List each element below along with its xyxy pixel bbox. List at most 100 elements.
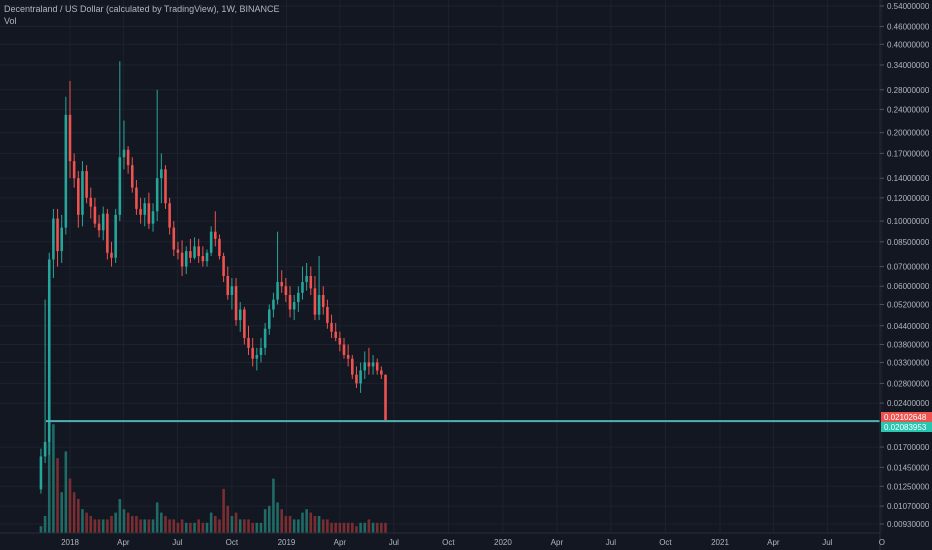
candle-body[interactable] bbox=[81, 171, 84, 215]
candle-body[interactable] bbox=[176, 249, 180, 253]
candle-body[interactable] bbox=[64, 114, 68, 228]
candle-body[interactable] bbox=[247, 337, 250, 348]
candle-body[interactable] bbox=[380, 370, 383, 375]
candle-body[interactable] bbox=[52, 218, 55, 260]
candle-body[interactable] bbox=[251, 347, 254, 359]
volume-bar bbox=[197, 519, 200, 533]
candle-body[interactable] bbox=[234, 286, 238, 321]
candle-body[interactable] bbox=[106, 213, 109, 253]
candle-body[interactable] bbox=[238, 309, 242, 321]
candle-body[interactable] bbox=[209, 231, 213, 253]
candlesticks[interactable] bbox=[39, 61, 387, 494]
candle-body[interactable] bbox=[189, 251, 192, 258]
candle-body[interactable] bbox=[218, 238, 221, 257]
candle-body[interactable] bbox=[375, 362, 379, 371]
candle-body[interactable] bbox=[114, 214, 117, 258]
candle-body[interactable] bbox=[317, 295, 321, 315]
candle-body[interactable] bbox=[297, 292, 300, 303]
candle-body[interactable] bbox=[351, 358, 354, 375]
candle-body[interactable] bbox=[367, 362, 371, 367]
candle-body[interactable] bbox=[280, 282, 284, 287]
candle-body[interactable] bbox=[43, 441, 47, 457]
candle-body[interactable] bbox=[301, 282, 304, 293]
candle-body[interactable] bbox=[205, 252, 209, 262]
time-axis[interactable]: 2018 Apr Jul Oct 2019 Apr Jul Oct 2020 Apr Jul Oct 2… bbox=[61, 538, 885, 547]
candle-body[interactable] bbox=[89, 197, 93, 207]
candle-body[interactable] bbox=[338, 337, 342, 345]
candle-body[interactable] bbox=[359, 370, 362, 384]
candle-body[interactable] bbox=[97, 223, 101, 231]
candle-body[interactable] bbox=[193, 246, 196, 258]
candle-body[interactable] bbox=[68, 114, 72, 162]
candle-body[interactable] bbox=[222, 256, 225, 277]
candle-body[interactable] bbox=[243, 309, 246, 338]
candle-body[interactable] bbox=[118, 157, 122, 215]
y-tick-label: 0.00930000 bbox=[887, 520, 930, 529]
candle-body[interactable] bbox=[371, 362, 375, 367]
candle-body[interactable] bbox=[201, 256, 205, 262]
candle-body[interactable] bbox=[384, 374, 387, 421]
volume-bar bbox=[64, 451, 68, 533]
candle-body[interactable] bbox=[39, 456, 43, 490]
y-tick-label: 0.34000000 bbox=[887, 61, 930, 70]
candle-body[interactable] bbox=[122, 149, 126, 158]
volume-bar bbox=[234, 512, 238, 533]
candle-body[interactable] bbox=[226, 276, 230, 296]
candle-body[interactable] bbox=[363, 362, 367, 371]
volume-bar bbox=[43, 516, 47, 533]
candle-body[interactable] bbox=[143, 203, 147, 215]
candle-body[interactable] bbox=[263, 328, 267, 348]
candle-body[interactable] bbox=[334, 331, 337, 338]
candle-body[interactable] bbox=[267, 309, 271, 329]
candle-body[interactable] bbox=[101, 213, 105, 231]
candle-body[interactable] bbox=[77, 178, 80, 215]
candle-body[interactable] bbox=[184, 251, 188, 267]
candle-body[interactable] bbox=[342, 344, 346, 355]
candle-body[interactable] bbox=[346, 354, 350, 359]
candle-body[interactable] bbox=[276, 282, 279, 300]
candle-body[interactable] bbox=[155, 178, 159, 212]
candle-body[interactable] bbox=[168, 203, 171, 228]
candle-body[interactable] bbox=[172, 227, 176, 250]
candle-body[interactable] bbox=[139, 208, 142, 215]
volume-bar bbox=[214, 516, 217, 533]
candle-body[interactable] bbox=[110, 252, 113, 258]
candle-body[interactable] bbox=[272, 299, 275, 310]
candle-body[interactable] bbox=[259, 347, 263, 355]
candle-body[interactable] bbox=[313, 288, 317, 315]
candle-body[interactable] bbox=[130, 165, 134, 188]
candle-body[interactable] bbox=[135, 187, 138, 209]
candle-body[interactable] bbox=[126, 149, 130, 166]
candle-body[interactable] bbox=[355, 374, 358, 384]
candle-body[interactable] bbox=[160, 169, 163, 179]
candle-body[interactable] bbox=[321, 295, 325, 307]
volume-bar bbox=[147, 519, 151, 533]
candle-body[interactable] bbox=[309, 276, 313, 289]
candle-body[interactable] bbox=[230, 286, 234, 296]
price-axis[interactable]: 0.54000000 0.46000000 0.40000000 0.34000000… bbox=[880, 2, 930, 529]
candle-body[interactable] bbox=[151, 211, 155, 224]
candle-body[interactable] bbox=[197, 246, 200, 257]
x-tick-label: O bbox=[879, 538, 885, 547]
candle-body[interactable] bbox=[284, 286, 288, 296]
candle-body[interactable] bbox=[147, 203, 151, 224]
candle-body[interactable] bbox=[85, 171, 88, 198]
candle-body[interactable] bbox=[180, 252, 184, 267]
candle-body[interactable] bbox=[164, 169, 167, 204]
candle-body[interactable] bbox=[93, 206, 97, 224]
x-tick-label: Jul bbox=[172, 538, 182, 547]
candle-body[interactable] bbox=[255, 354, 259, 359]
candle-body[interactable] bbox=[288, 295, 292, 310]
candle-body[interactable] bbox=[56, 218, 59, 252]
candle-body[interactable] bbox=[72, 161, 76, 179]
candle-body[interactable] bbox=[330, 322, 333, 332]
candle-body[interactable] bbox=[214, 231, 217, 239]
candle-body[interactable] bbox=[326, 306, 329, 323]
candle-body[interactable] bbox=[47, 259, 51, 442]
candle-body[interactable] bbox=[305, 276, 308, 283]
candle-body[interactable] bbox=[292, 302, 296, 310]
volume-bar bbox=[371, 522, 375, 533]
volume-bar bbox=[309, 512, 313, 533]
candle-body[interactable] bbox=[60, 227, 63, 252]
